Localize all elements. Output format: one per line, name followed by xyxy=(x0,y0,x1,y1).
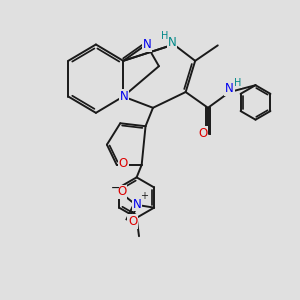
Text: N: N xyxy=(225,82,234,95)
Text: N: N xyxy=(143,38,152,51)
Text: O: O xyxy=(128,215,137,228)
Text: +: + xyxy=(140,191,148,201)
Text: O: O xyxy=(198,127,207,140)
Text: N: N xyxy=(133,198,142,211)
Text: N: N xyxy=(168,37,177,50)
Text: O: O xyxy=(118,157,128,170)
Text: −: − xyxy=(111,183,120,193)
Text: O: O xyxy=(117,185,127,198)
Text: H: H xyxy=(161,31,169,40)
Text: N: N xyxy=(119,90,128,103)
Text: H: H xyxy=(234,77,242,88)
